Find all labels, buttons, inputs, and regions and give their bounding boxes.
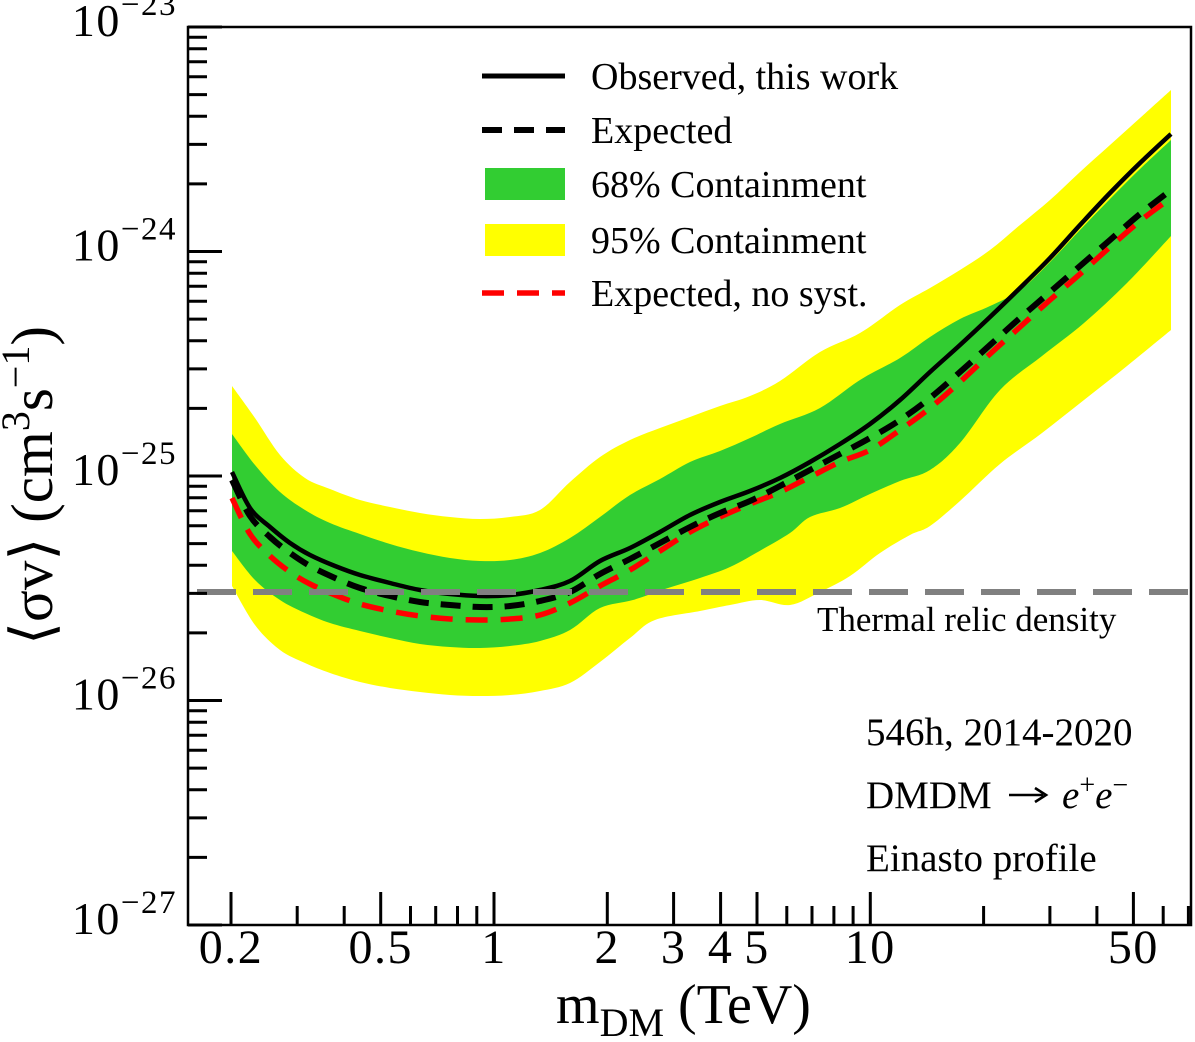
svg-text:1: 1 [481,921,507,974]
svg-text:Observed, this work: Observed, this work [591,56,898,98]
svg-text:2: 2 [595,921,621,974]
svg-text:Einasto profile: Einasto profile [866,837,1097,880]
svg-text:0.5: 0.5 [348,921,413,974]
svg-text:95% Containment: 95% Containment [591,220,867,262]
svg-text:50: 50 [1108,921,1159,974]
svg-text:DMDM: DMDM [866,774,992,817]
svg-text:mDM (TeV): mDM (TeV) [556,974,811,1042]
svg-text:546h, 2014-2020: 546h, 2014-2020 [866,711,1133,754]
svg-text:Expected, no syst.: Expected, no syst. [591,273,868,315]
svg-text:3: 3 [661,921,687,974]
svg-text:68% Containment: 68% Containment [591,164,867,206]
svg-text:⟨σv⟩ (cm3s−1): ⟨σv⟩ (cm3s−1) [0,326,65,645]
svg-text:10: 10 [845,921,896,974]
svg-text:e+e−: e+e− [1062,770,1128,817]
svg-text:4: 4 [708,921,734,974]
svg-text:0.2: 0.2 [199,921,264,974]
svg-text:Expected: Expected [591,110,732,152]
svg-text:Thermal relic density: Thermal relic density [817,600,1117,639]
svg-text:5: 5 [744,921,770,974]
